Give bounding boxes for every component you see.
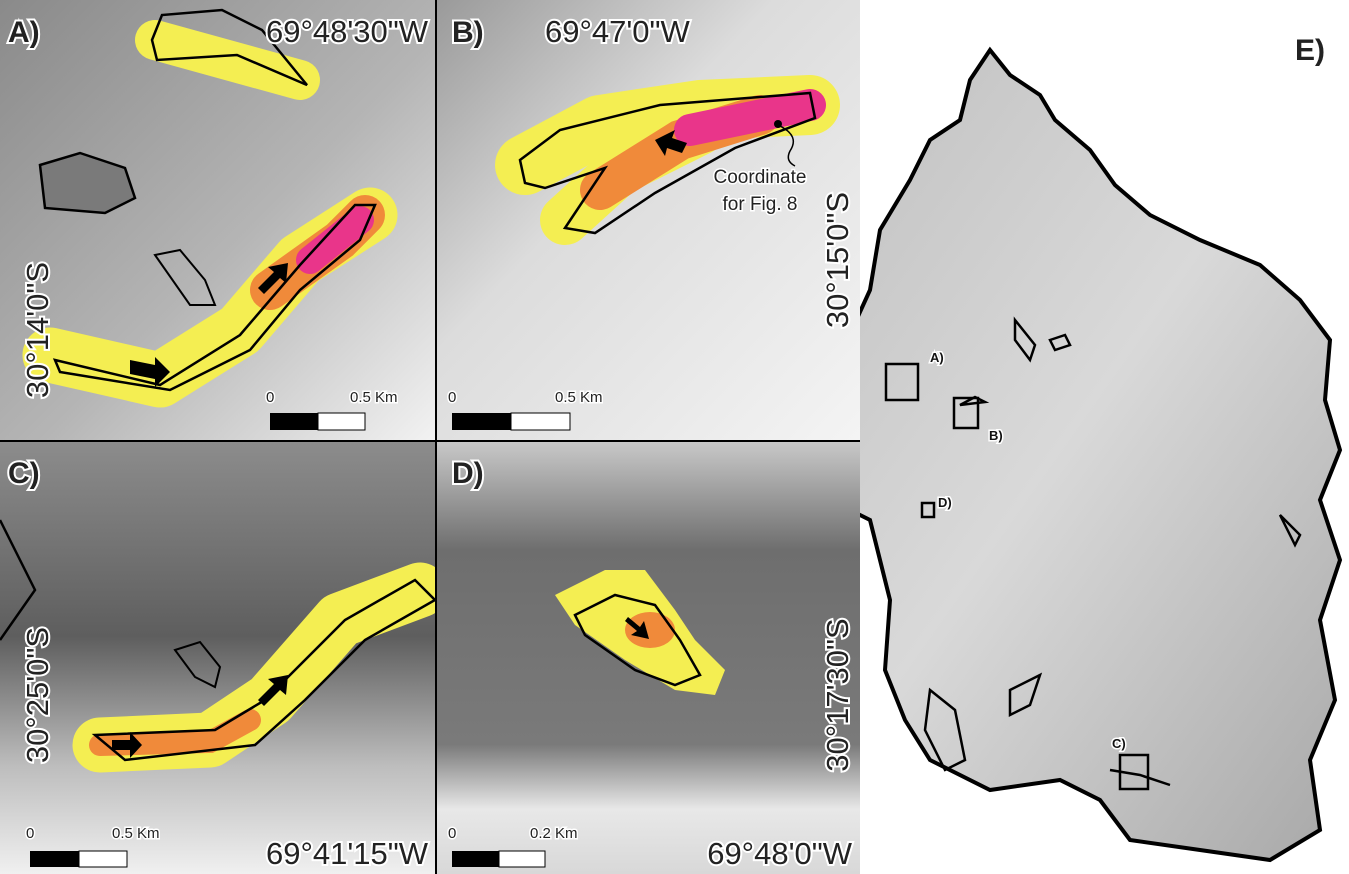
scale-bar (499, 851, 545, 867)
scale-bar (511, 413, 570, 430)
scale-label: 0.5 Km (555, 389, 603, 406)
latitude-label: 30°15'0"S (820, 192, 855, 328)
scale-label: 0 (448, 389, 456, 406)
scale-label: 0.2 Km (530, 825, 578, 842)
latitude-label: 30°17'30"S (820, 618, 855, 771)
inset-label: B) (989, 428, 1003, 443)
scale-label: 0 (266, 389, 274, 406)
panel-a: 0 0.5 Km A) 69°48'30"W 30°14'0"S (0, 0, 435, 440)
inset-label: D) (938, 495, 952, 510)
scale-bar (452, 851, 499, 867)
panel-label: D) (452, 457, 484, 490)
panel-label: A) (8, 16, 40, 49)
hillshade (437, 0, 860, 440)
scale-bar (270, 413, 318, 430)
panel-b: Coordinate for Fig. 8 0 0.5 Km B) 69°47'… (437, 0, 860, 440)
panel-label: C) (8, 457, 40, 490)
longitude-label: 69°41'15"W (266, 836, 429, 871)
scale-bar (79, 851, 127, 867)
panel-label: B) (452, 16, 484, 49)
scale-label: 0 (448, 825, 456, 842)
panel-c: 0 0.5 Km C) 69°41'15"W 30°25'0"S (0, 442, 435, 874)
figure: A) B) C) D) E) 0 0.5 Km A) 69°48'30"W 30… (0, 0, 1349, 874)
runout (625, 612, 675, 648)
scale-bar (30, 851, 79, 867)
latitude-label: 30°14'0"S (20, 262, 55, 398)
latitude-label: 30°25'0"S (20, 627, 55, 763)
longitude-label: 69°47'0"W (545, 14, 691, 49)
longitude-label: 69°48'0"W (707, 836, 853, 871)
inset-label: A) (930, 350, 944, 365)
inset-label: C) (1112, 736, 1126, 751)
scale-label: 0.5 Km (112, 825, 160, 842)
scale-bar (318, 413, 365, 430)
scale-bar (452, 413, 511, 430)
panel-d: 0 0.2 Km D) 69°48'0"W 30°17'30"S (437, 442, 860, 874)
hillshade (0, 442, 435, 874)
scale-label: 0 (26, 825, 34, 842)
longitude-label: 69°48'30"W (266, 14, 429, 49)
scale-label: 0.5 Km (350, 389, 398, 406)
annotation: for Fig. 8 (723, 194, 798, 215)
panel-label: E) (1295, 34, 1325, 67)
annotation: Coordinate (714, 167, 807, 188)
